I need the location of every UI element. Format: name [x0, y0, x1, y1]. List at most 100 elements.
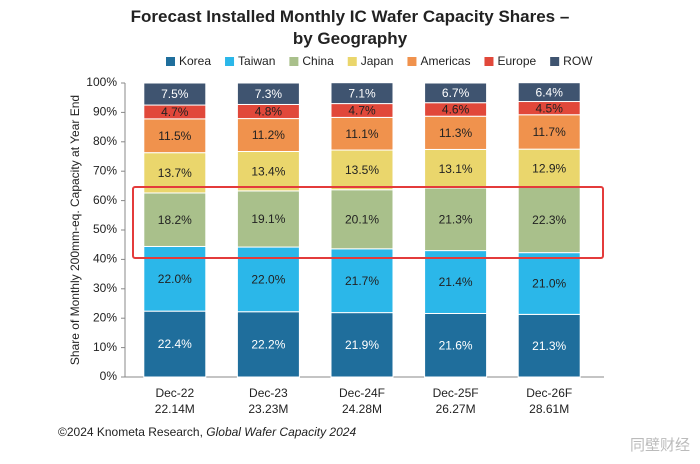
legend-label: ROW — [563, 54, 593, 68]
data-label: 7.1% — [348, 86, 376, 100]
legend-swatch — [289, 57, 299, 66]
y-tick-label: 60% — [93, 193, 117, 207]
legend-swatch — [347, 57, 357, 66]
bar-segment — [517, 82, 581, 103]
y-tick-label: 100% — [86, 75, 117, 89]
legend-swatch — [484, 57, 494, 66]
data-label: 11.2% — [252, 128, 285, 142]
data-label: 22.0% — [158, 272, 192, 286]
x-tick-sublabel: 26.27M — [436, 402, 476, 416]
data-label: 7.3% — [255, 87, 283, 101]
chart-title: Forecast Installed Monthly IC Wafer Capa… — [130, 7, 570, 48]
data-label: 13.4% — [251, 164, 285, 178]
data-label: 21.6% — [439, 338, 473, 352]
y-tick-label: 70% — [93, 163, 117, 177]
data-label: 13.1% — [439, 162, 473, 176]
data-label: 6.7% — [442, 86, 470, 100]
footer-italic: Global Wafer Capacity 2024 — [206, 425, 356, 439]
bar-segment — [330, 116, 394, 151]
data-label: 21.4% — [439, 275, 473, 289]
legend-swatch — [225, 57, 235, 66]
y-tick-label: 0% — [100, 369, 118, 383]
bar-segment — [517, 186, 581, 254]
data-label: 13.5% — [345, 163, 379, 177]
data-label: 22.2% — [251, 338, 285, 352]
data-label: 4.6% — [442, 103, 470, 117]
watermark: 同壁财经 — [630, 437, 690, 454]
data-label: 4.5% — [536, 101, 564, 115]
x-tick-sublabel: 28.61M — [529, 402, 569, 416]
legend-label: Korea — [179, 54, 211, 68]
bar-segment — [330, 312, 394, 378]
data-label: 22.3% — [532, 213, 566, 227]
y-tick-label: 10% — [93, 340, 117, 354]
data-label: 21.7% — [345, 274, 379, 288]
data-label: 6.4% — [536, 85, 564, 99]
plot: 0% 10% 20% 30% 40% 50% 60% 70% 80% 90% 100% Dec-22 2… — [86, 54, 604, 416]
legend-swatch — [550, 57, 560, 66]
legend-label: Taiwan — [238, 54, 275, 68]
x-tick-label: Dec-22 — [155, 386, 194, 400]
data-label: 21.3% — [439, 212, 473, 226]
legend-label: Japan — [361, 54, 394, 68]
legend-label: Americas — [420, 54, 470, 68]
data-label: 22.4% — [158, 337, 192, 351]
data-label: 11.5% — [158, 129, 191, 143]
data-label: 21.3% — [532, 339, 566, 353]
data-label: 21.0% — [532, 277, 566, 291]
data-label: 4.7% — [161, 105, 189, 119]
data-label: 20.1% — [345, 212, 379, 226]
data-label: 11.1% — [345, 127, 378, 141]
bar-segment — [517, 313, 581, 378]
bar-segment — [330, 248, 394, 314]
data-label: 12.9% — [532, 161, 566, 175]
bar-segment — [424, 82, 488, 104]
bar-segment — [424, 115, 488, 150]
bar-segment — [330, 149, 394, 191]
bar-segment — [517, 114, 581, 150]
x-tick-label: Dec-25F — [433, 386, 479, 400]
data-label: 11.7% — [533, 125, 566, 139]
y-tick-label: 40% — [93, 252, 117, 266]
data-label: 13.7% — [158, 166, 192, 180]
y-tick-label: 80% — [93, 134, 117, 148]
data-label: 18.2% — [158, 213, 192, 227]
legend-label: China — [302, 54, 334, 68]
bar-segment — [424, 148, 488, 189]
x-tick-label: Dec-26F — [526, 386, 572, 400]
y-tick-label: 30% — [93, 281, 117, 295]
bar-segment — [236, 151, 300, 192]
y-tick-label: 90% — [93, 105, 117, 119]
x-tick-label: Dec-24F — [339, 386, 385, 400]
legend-label: Europe — [497, 54, 536, 68]
legend-swatch — [166, 57, 175, 66]
bar-segment — [236, 190, 300, 248]
bar-segment — [236, 82, 300, 105]
x-tick-sublabel: 22.14M — [155, 402, 195, 416]
data-label: 7.5% — [161, 87, 189, 101]
bar-segment — [236, 311, 300, 378]
bar-segment — [330, 82, 394, 105]
data-label: 4.7% — [348, 104, 376, 118]
x-tick-sublabel: 24.28M — [342, 402, 382, 416]
footer-text: ©2024 Knometa Research, — [58, 425, 206, 439]
y-axis-label: Share of Monthly 200mm-eq. Capacity at Y… — [68, 95, 82, 365]
data-label: 21.9% — [345, 338, 379, 352]
bar-segment — [517, 148, 581, 188]
legend-swatch — [407, 57, 417, 66]
bar-segment — [236, 118, 300, 153]
footer: ©2024 Knometa Research, Global Wafer Cap… — [58, 425, 356, 439]
x-tick-label: Dec-23 — [249, 386, 288, 400]
bar-segment — [143, 118, 207, 154]
data-label: 4.8% — [255, 105, 283, 119]
data-label: 22.0% — [251, 273, 285, 287]
bar-segment — [517, 252, 581, 315]
bar-segment — [424, 250, 488, 314]
x-tick-sublabel: 23.23M — [248, 402, 288, 416]
bar-segment — [424, 187, 488, 252]
y-tick-label: 20% — [93, 310, 117, 324]
highlight-box — [132, 186, 604, 259]
data-label: 11.3% — [439, 126, 472, 140]
